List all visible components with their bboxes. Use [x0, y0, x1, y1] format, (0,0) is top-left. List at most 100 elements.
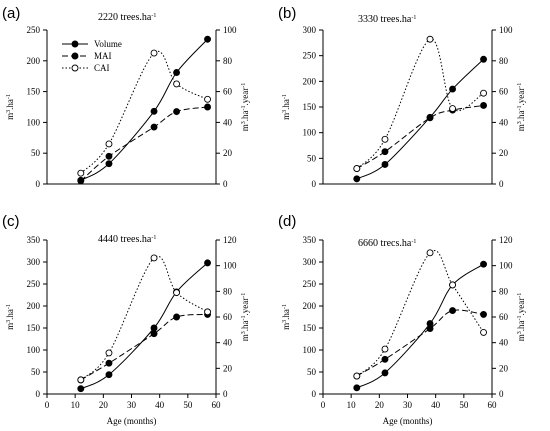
ylabel-right-text: m: [516, 334, 526, 341]
ylabel-left-superscript: -1: [282, 304, 288, 309]
data-point-volume: [77, 385, 85, 393]
ylabel-right-text: .year: [240, 298, 250, 316]
y-right-tick-label: 20: [499, 363, 509, 373]
y-left-tick-label: 50: [31, 367, 41, 377]
x-axis-label: Age (months): [383, 416, 433, 426]
data-point-mai: [426, 325, 434, 332]
ylabel-right-superscript: -1: [241, 83, 247, 88]
data-point-cai: [353, 372, 361, 380]
x-tick-label: 60: [488, 400, 498, 410]
y-right-tick-label: 40: [499, 117, 509, 127]
annotation-superscript: -1: [411, 15, 416, 21]
data-point-cai: [173, 80, 181, 88]
data-point-cai: [173, 289, 181, 297]
data-point-mai: [381, 355, 389, 363]
data-point-volume: [150, 107, 158, 115]
y-left-tick-label: 0: [36, 179, 41, 189]
x-axis-label: Age (months): [107, 416, 157, 426]
ylabel-right-superscript: -1: [241, 293, 247, 298]
y-right-tick-label: 80: [499, 286, 509, 296]
y-right-tick-label: 80: [499, 56, 509, 66]
y-right-tick-label: 100: [499, 25, 513, 35]
stand-density-annotation: 6660 trecs.ha-1: [358, 238, 416, 249]
y-right-tick-label: 60: [499, 312, 509, 322]
ylabel-left-text: m: [5, 113, 15, 120]
data-point-cai: [150, 49, 158, 57]
series-line-cai: [356, 38, 484, 169]
data-point-cai: [105, 140, 113, 148]
ylabel-right-superscript: -1: [517, 315, 523, 320]
annotation-superscript: -1: [411, 239, 416, 245]
data-point-cai: [426, 249, 434, 257]
y-right-tick-label: 20: [223, 148, 233, 158]
ylabel-right-superscript: -1: [517, 83, 523, 88]
data-point-volume: [449, 85, 457, 93]
y-right-tick-label: 100: [499, 261, 513, 271]
ylabel-right-superscript: 3: [517, 121, 523, 124]
ylabel-right-text: .year: [240, 88, 250, 106]
ylabel-left-superscript: 3: [282, 110, 288, 113]
ylabel-left-superscript: -1: [282, 94, 288, 99]
data-point-mai: [105, 152, 113, 160]
y-right-tick-label: 0: [499, 389, 504, 399]
data-point-mai: [150, 123, 158, 131]
y-right-tick-label: 80: [223, 286, 233, 296]
ylabel-left-superscript: -1: [6, 94, 12, 99]
ylabel-right-text: m: [240, 334, 250, 341]
ylabel-right-text: .ha: [240, 110, 250, 121]
data-point-cai: [480, 89, 487, 97]
data-point-cai: [353, 165, 361, 173]
data-point-mai: [77, 177, 85, 185]
x-tick-label: 20: [375, 400, 385, 410]
y-right-tick-label: 120: [499, 235, 513, 245]
y-right-tick-label: 100: [223, 261, 237, 271]
data-point-cai: [204, 95, 212, 103]
y-axis-left-label: m3.ha-1: [5, 94, 15, 120]
y-left-tick-label: 50: [31, 148, 41, 158]
series-line-mai: [356, 309, 484, 377]
annotation-text: 3330 trees.ha: [358, 14, 412, 25]
panel-letter: (b): [278, 5, 296, 22]
y-left-tick-label: 150: [27, 87, 41, 97]
y-axis-right-label: m3.ha-1.year-1: [240, 293, 250, 342]
x-tick-label: 50: [183, 400, 193, 410]
x-tick-label: 10: [347, 400, 357, 410]
data-point-volume: [204, 35, 212, 43]
chart-panel-b: 0 50 100 150 200 250 300 0 20 40 60 80 100 (b) 3330 tr…: [278, 5, 526, 189]
series-line-volume: [356, 263, 484, 389]
x-tick-label: 50: [459, 400, 469, 410]
ylabel-right-superscript: 3: [517, 331, 523, 334]
y-left-tick-label: 150: [303, 102, 317, 112]
series-line-mai: [80, 106, 208, 182]
data-point-mai: [173, 108, 181, 116]
ylabel-left-text: m: [5, 323, 15, 330]
y-right-tick-label: 0: [223, 179, 228, 189]
y-left-tick-label: 150: [303, 323, 317, 333]
ylabel-right-text: .ha: [516, 320, 526, 331]
ylabel-right-superscript: 3: [241, 331, 247, 334]
stand-density-annotation: 4440 trees.ha-1: [98, 234, 156, 245]
panel-letter: (a): [2, 5, 20, 22]
y-left-tick-label: 200: [303, 76, 317, 86]
ylabel-right-superscript: 3: [241, 121, 247, 124]
y-right-tick-label: 60: [499, 87, 509, 97]
ylabel-right-superscript: -1: [517, 293, 523, 298]
data-point-mai: [426, 114, 434, 122]
y-right-tick-label: 0: [499, 179, 504, 189]
y-axis-left-label: m3.ha-1: [281, 94, 291, 120]
x-tick-label: 40: [155, 400, 165, 410]
x-tick-label: 20: [99, 400, 109, 410]
legend-marker-cai: [71, 64, 79, 72]
y-right-tick-label: 0: [223, 389, 228, 399]
series-line-volume: [80, 262, 208, 390]
data-point-cai: [381, 135, 389, 143]
series-line-cai: [356, 250, 484, 377]
ylabel-right-text: m: [516, 124, 526, 131]
y-right-tick-label: 20: [223, 363, 233, 373]
data-point-volume: [353, 384, 361, 392]
y-right-tick-label: 80: [223, 56, 233, 66]
y-left-tick-label: 0: [36, 389, 41, 399]
y-right-tick-label: 40: [499, 338, 509, 348]
y-left-tick-label: 100: [27, 117, 41, 127]
